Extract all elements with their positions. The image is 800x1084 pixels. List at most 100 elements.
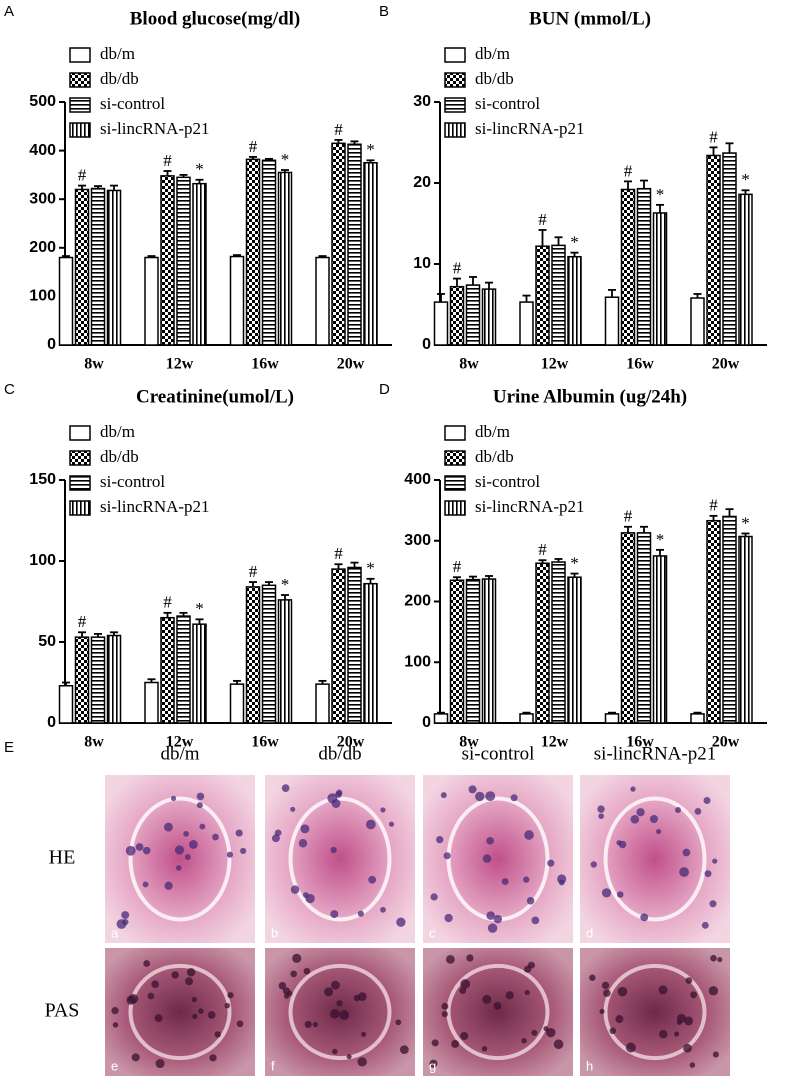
nucleus xyxy=(300,824,310,834)
legend-swatch xyxy=(69,425,91,441)
image-letter: h xyxy=(586,1058,593,1073)
significance-mark: # xyxy=(78,612,87,631)
bar xyxy=(620,188,636,346)
bar xyxy=(245,158,261,346)
glomerulus-outline xyxy=(288,963,392,1061)
nucleus xyxy=(460,1031,469,1041)
legend-label: si-control xyxy=(100,472,165,491)
y-tick-label: 150 xyxy=(29,471,56,488)
nucleus xyxy=(224,1002,231,1009)
nucleus xyxy=(380,906,386,913)
y-tick-label: 100 xyxy=(29,288,56,305)
y-tick-label: 0 xyxy=(422,714,431,731)
significance-mark: * xyxy=(281,575,290,594)
nucleus xyxy=(701,921,709,929)
bar xyxy=(706,519,721,724)
nucleus xyxy=(441,1011,448,1018)
legend-label: db/db xyxy=(475,69,514,88)
nucleus xyxy=(531,1029,538,1036)
bar xyxy=(363,582,378,724)
legend-swatch xyxy=(69,500,91,516)
bar xyxy=(652,555,668,724)
nucleus xyxy=(290,806,296,812)
y-tick-label: 200 xyxy=(404,593,431,610)
y-tick-label: 300 xyxy=(29,190,56,207)
nucleus xyxy=(656,829,662,835)
glomerulus-outline xyxy=(128,796,232,922)
y-tick-label: 0 xyxy=(47,714,56,731)
bar xyxy=(347,566,362,724)
image-letter: e xyxy=(111,1058,118,1073)
legend-swatch xyxy=(69,122,91,138)
bar xyxy=(551,561,566,724)
nucleus xyxy=(185,977,193,986)
nucleus xyxy=(444,913,453,923)
x-tick-label: 8w xyxy=(84,356,104,373)
x-tick-label: 16w xyxy=(626,734,654,751)
glomerulus-outline xyxy=(446,963,550,1061)
bar xyxy=(722,152,737,346)
bar xyxy=(620,532,636,724)
significance-mark: * xyxy=(366,140,375,159)
nucleus xyxy=(357,1057,367,1067)
nucleus xyxy=(112,1022,119,1028)
legend-label: si-control xyxy=(475,94,540,113)
nucleus xyxy=(346,1054,352,1060)
bar xyxy=(347,143,362,346)
bar xyxy=(481,578,497,724)
nucleus xyxy=(332,1048,338,1055)
chart-title: Blood glucose(mg/dl) xyxy=(130,8,300,29)
nucleus xyxy=(188,840,198,849)
nucleus xyxy=(131,1053,140,1062)
nucleus xyxy=(523,876,530,883)
nucleus xyxy=(186,967,196,977)
bar xyxy=(604,713,620,724)
legend-label: si-lincRNA-p21 xyxy=(475,497,585,516)
bar xyxy=(433,301,449,346)
image-letter: b xyxy=(271,925,278,940)
bar xyxy=(535,562,550,724)
nucleus xyxy=(601,981,610,990)
nucleus xyxy=(128,993,139,1004)
x-tick-label: 12w xyxy=(541,734,569,751)
nucleus xyxy=(590,861,597,868)
chart-title: BUN (mmol/L) xyxy=(529,8,651,29)
bar xyxy=(192,623,207,724)
nucleus xyxy=(196,792,205,801)
nucleus xyxy=(625,1042,636,1053)
nucleus xyxy=(111,1006,119,1015)
glomerulus-outline xyxy=(603,963,707,1061)
legend-label: db/m xyxy=(100,44,135,63)
nucleus xyxy=(616,840,622,846)
x-tick-label: 16w xyxy=(626,356,654,373)
nucleus xyxy=(460,979,471,989)
x-tick-label: 20w xyxy=(337,734,365,751)
nucleus xyxy=(547,859,555,867)
x-tick-label: 12w xyxy=(166,356,194,373)
bar xyxy=(261,584,277,724)
y-tick-label: 100 xyxy=(404,653,431,670)
x-tick-label: 20w xyxy=(712,734,740,751)
nucleus xyxy=(330,846,337,854)
legend-label: si-control xyxy=(475,472,540,491)
legend-label: si-lincRNA-p21 xyxy=(100,119,210,138)
nucleus xyxy=(481,1046,488,1052)
nucleus xyxy=(709,900,717,908)
nucleus xyxy=(524,830,534,840)
legend-label: db/db xyxy=(100,447,139,466)
significance-mark: # xyxy=(249,137,258,156)
nucleus xyxy=(121,911,130,920)
bar xyxy=(519,301,534,346)
bar xyxy=(690,297,705,346)
nucleus xyxy=(339,1010,350,1020)
nucleus xyxy=(278,981,287,990)
significance-mark: # xyxy=(538,540,547,559)
bar xyxy=(277,599,293,724)
legend-label: db/m xyxy=(100,422,135,441)
nucleus xyxy=(446,955,455,964)
glomerulus-outline xyxy=(128,963,232,1061)
bar xyxy=(58,684,74,724)
nucleus xyxy=(312,1021,318,1028)
nucleus xyxy=(493,1001,502,1010)
row-label: PAS xyxy=(45,1000,80,1022)
